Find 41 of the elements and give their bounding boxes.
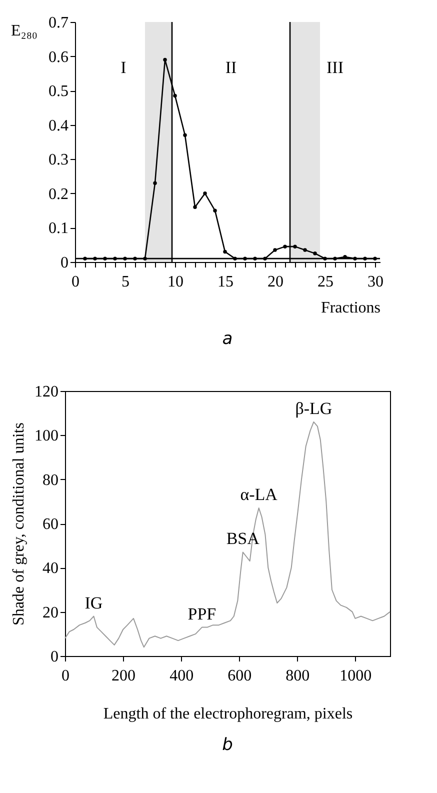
y-tick-label: 60 (42, 516, 58, 533)
y-tick-label: 0.7 (48, 14, 68, 32)
y-tick-label: 0.6 (48, 48, 68, 66)
x-tick-label: 200 (112, 668, 136, 684)
annotation: α-LA (240, 485, 278, 504)
x-tick-label: 10 (168, 274, 184, 290)
y-axis-title: Shade of grey, conditional units (10, 422, 28, 626)
x-tick-label: 30 (368, 274, 384, 290)
annotation: BSA (226, 529, 260, 548)
x-tick-label: 400 (170, 668, 194, 684)
x-tick-label: 20 (268, 274, 284, 290)
y-tick-label: 40 (42, 560, 58, 578)
x-tick-label: 600 (228, 668, 252, 684)
annotation: III (326, 58, 344, 77)
x-axis-title: Fractions (320, 300, 380, 316)
y-tick-label: 0.5 (48, 83, 68, 100)
text: b (222, 735, 233, 755)
x-tick-label: 25 (318, 274, 334, 290)
y-tick-label: 120 (34, 384, 58, 400)
y-tick-label: 0.3 (48, 152, 68, 169)
y-tick-label: 100 (34, 428, 58, 445)
y-tick-label: 0.4 (48, 117, 68, 134)
y-axis-title: E₂₈₀ (10, 22, 38, 40)
y-tick-label: 80 (42, 472, 58, 489)
annotation: β-LG (295, 398, 332, 418)
annotation: I (120, 58, 127, 77)
text: a (222, 329, 233, 349)
y-tick-label: 0 (50, 648, 58, 666)
x-tick-label: 1000 (340, 668, 372, 684)
x-tick-label: 800 (286, 668, 310, 684)
y-tick-label: 0.1 (48, 220, 68, 238)
annotation: IG (84, 593, 103, 612)
y-tick-label: 20 (42, 604, 58, 622)
x-tick-label: 5 (122, 274, 130, 290)
annotation: PPF (188, 604, 216, 624)
x-axis-title: Length of the electrophoregram, pixels (103, 706, 353, 722)
x-tick-label: 15 (218, 274, 234, 290)
y-tick-label: 0 (60, 254, 68, 272)
annotation: II (225, 58, 237, 77)
y-tick-label: 0.2 (48, 186, 68, 203)
x-tick-label: 0 (72, 274, 80, 290)
